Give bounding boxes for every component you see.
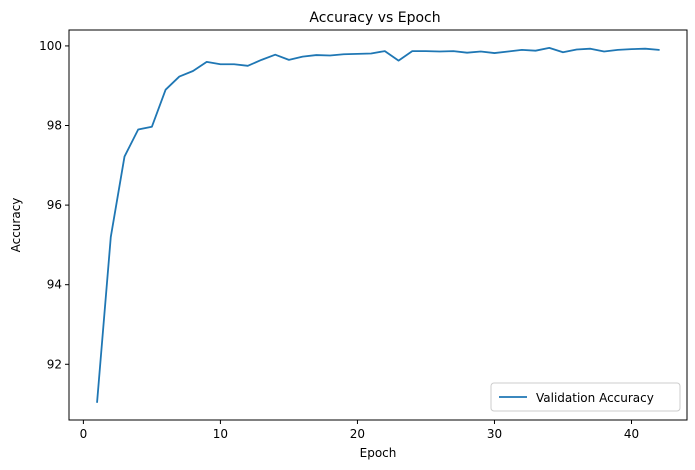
y-axis-label: Accuracy bbox=[9, 198, 23, 253]
y-tick-label: 92 bbox=[47, 357, 62, 371]
x-tick-label: 0 bbox=[80, 427, 88, 441]
x-tick-label: 40 bbox=[624, 427, 639, 441]
chart-title: Accuracy vs Epoch bbox=[309, 10, 440, 26]
y-axis-ticks: 92 94 96 98 100 bbox=[39, 39, 69, 371]
y-tick-label: 96 bbox=[47, 198, 62, 212]
y-tick-label: 100 bbox=[39, 39, 62, 53]
legend-label-validation-accuracy: Validation Accuracy bbox=[536, 391, 654, 405]
series-line-validation-accuracy bbox=[96, 47, 660, 403]
x-axis-label: Epoch bbox=[360, 446, 397, 460]
plot-area bbox=[69, 30, 687, 420]
series-layer bbox=[96, 47, 660, 403]
y-tick-label: 98 bbox=[47, 119, 62, 133]
x-tick-label: 20 bbox=[350, 427, 365, 441]
legend-box bbox=[490, 382, 681, 412]
plot-frame bbox=[68, 29, 688, 421]
x-axis-ticks: 0 10 20 30 40 bbox=[80, 420, 639, 441]
x-tick-label: 30 bbox=[487, 427, 502, 441]
y-tick-label: 94 bbox=[47, 278, 62, 292]
legend: Validation Accuracy bbox=[490, 382, 681, 412]
x-tick-label: 10 bbox=[213, 427, 228, 441]
